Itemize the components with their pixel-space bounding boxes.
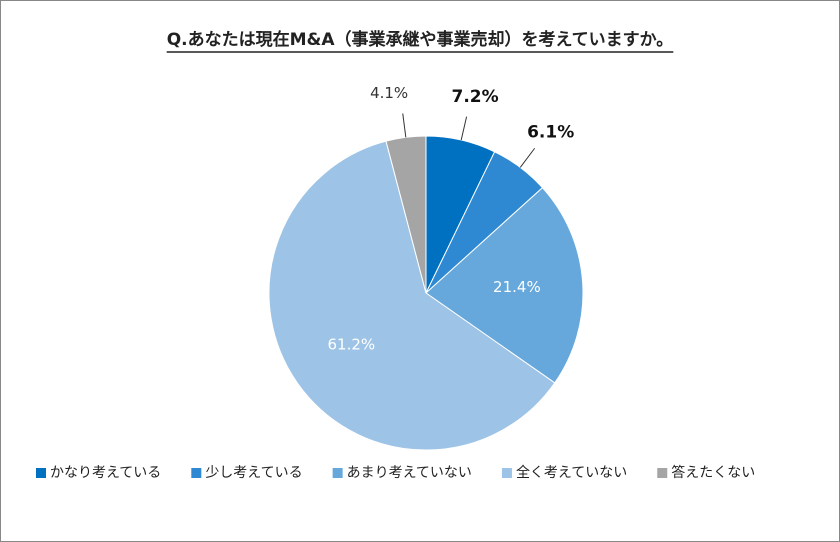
legend-swatch bbox=[657, 468, 668, 478]
legend-swatch bbox=[36, 468, 46, 478]
legend-label: かなり考えている bbox=[50, 465, 161, 481]
data-label: 4.1% bbox=[370, 84, 408, 102]
data-label: 7.2% bbox=[452, 87, 499, 107]
legend-swatch bbox=[501, 468, 512, 478]
leader-line bbox=[519, 147, 536, 168]
legend-label: 答えたくない bbox=[671, 464, 755, 481]
pie-slice bbox=[425, 186, 584, 384]
legend-label: 全く考えていない bbox=[516, 464, 627, 481]
data-label: 6.1% bbox=[527, 122, 574, 142]
leader-line bbox=[402, 113, 407, 138]
legend-label: あまり考えていない bbox=[347, 465, 472, 481]
legend-swatch bbox=[191, 468, 202, 478]
data-label: 21.4% bbox=[493, 278, 541, 296]
legend-swatch bbox=[332, 468, 343, 478]
data-label: 61.2% bbox=[328, 336, 376, 354]
pie-slice bbox=[268, 140, 556, 451]
chart-title: Q.あなたは現在M&A（事業承継や事業売却）を考えていますか。 bbox=[167, 29, 674, 50]
leader-line bbox=[460, 116, 468, 141]
legend-label: 少し考えている bbox=[205, 465, 302, 481]
pie-slice bbox=[385, 135, 427, 294]
